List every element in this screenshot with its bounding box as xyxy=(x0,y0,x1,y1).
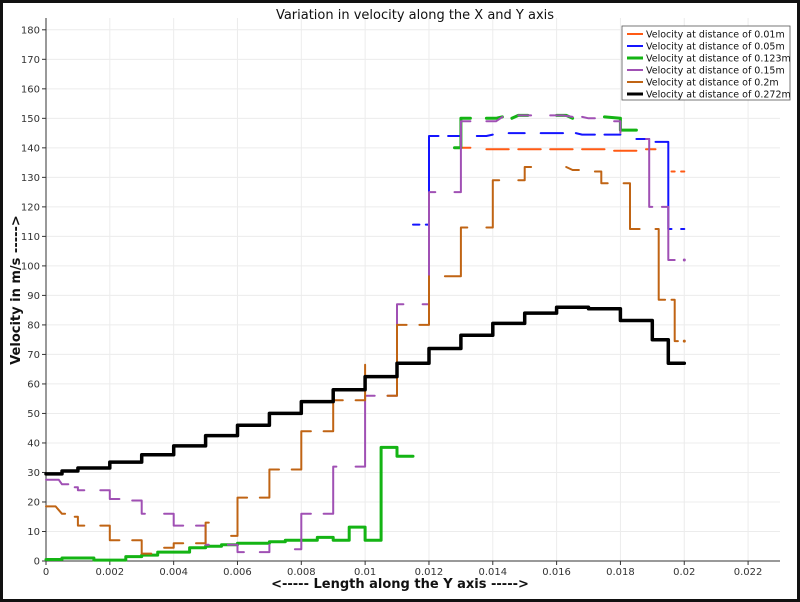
y-tick-label: 130 xyxy=(21,173,40,184)
series-line-segment xyxy=(226,543,245,554)
series-line-segment xyxy=(549,114,574,118)
series-line-segment xyxy=(44,445,415,562)
y-tick-label: 30 xyxy=(27,468,40,479)
legend-box xyxy=(621,25,791,101)
series-line-segment xyxy=(593,170,609,185)
x-tick-label: 0.018 xyxy=(606,567,635,578)
series-line-segment xyxy=(354,394,376,468)
y-tick-label: 150 xyxy=(21,114,40,125)
x-tick-label: 0.002 xyxy=(96,567,125,578)
series-2 xyxy=(44,113,638,562)
series-line-segment xyxy=(131,539,153,555)
series-line-segment xyxy=(195,521,210,545)
series-line-segment xyxy=(163,512,185,527)
series-line-segment xyxy=(475,133,494,137)
series-line-segment xyxy=(45,478,70,486)
series-line-segment xyxy=(654,228,667,301)
series-line-segment xyxy=(485,179,501,229)
x-tick-label: 0.004 xyxy=(159,567,188,578)
x-tick-label: 0.014 xyxy=(478,567,507,578)
series-line-segment xyxy=(622,182,641,230)
series-line-segment xyxy=(258,543,271,554)
series-line-segment xyxy=(293,512,312,551)
series-line-segment xyxy=(421,191,437,306)
y-tick-label: 160 xyxy=(21,84,40,95)
series-line-segment xyxy=(574,132,596,136)
legend-entry: Velocity at distance of 0.123m xyxy=(646,54,791,65)
series-line-segment xyxy=(163,542,185,549)
series-line-segment xyxy=(443,226,469,278)
x-tick-label: 0.02 xyxy=(673,567,695,578)
series-line-segment xyxy=(386,323,408,397)
series-line-segment xyxy=(453,120,472,194)
y-tick-label: 140 xyxy=(21,143,40,154)
series-line-segment xyxy=(645,138,654,208)
series-line-segment xyxy=(290,430,312,471)
legend-entry: Velocity at distance of 0.05m xyxy=(646,42,785,53)
series-line-segment xyxy=(654,140,673,230)
y-tick-label: 180 xyxy=(21,25,40,36)
series-line-segment xyxy=(322,465,338,515)
axes: 0 0.002 0.004 0.006 0.008 0.01 0.012 0.014 0.016… xyxy=(21,18,780,578)
y-tick-label: 170 xyxy=(21,55,40,66)
legend-entry: Velocity at distance of 0.2m xyxy=(646,78,779,89)
series-line-segment xyxy=(73,515,86,527)
x-tick-label: 0.008 xyxy=(287,567,316,578)
y-tick-label: 100 xyxy=(21,261,40,272)
series-line-segment xyxy=(73,486,86,492)
series-line-segment xyxy=(322,399,344,433)
series-line-segment xyxy=(453,116,472,150)
x-tick-label: 0 xyxy=(43,567,49,578)
series-line-segment xyxy=(99,524,121,542)
series-line-segment xyxy=(99,489,121,500)
series-3 xyxy=(45,114,686,554)
series-line-segment xyxy=(418,275,430,326)
series-line-segment xyxy=(44,305,687,476)
x-tick-label: 0.012 xyxy=(415,567,444,578)
y-tick-label: 70 xyxy=(27,350,40,361)
series-line-segment xyxy=(230,496,249,537)
series-line-segment xyxy=(565,166,580,171)
y-tick-label: 110 xyxy=(21,232,40,243)
x-tick-label: 0.01 xyxy=(354,567,376,578)
y-tick-label: 80 xyxy=(27,320,40,331)
series-group xyxy=(44,113,687,562)
series-line-segment xyxy=(131,499,146,515)
y-tick-label: 10 xyxy=(27,527,40,538)
series-line-segment xyxy=(424,135,440,226)
series-line-segment xyxy=(613,120,622,135)
series-line-segment xyxy=(258,468,280,499)
x-tick-label: 0.016 xyxy=(542,567,571,578)
series-line-segment xyxy=(660,205,676,261)
series-line-segment xyxy=(195,524,210,546)
y-tick-label: 50 xyxy=(27,409,40,420)
series-5 xyxy=(44,305,687,476)
y-tick-label: 60 xyxy=(27,379,40,390)
y-tick-label: 40 xyxy=(27,438,40,449)
series-4 xyxy=(45,166,686,555)
x-axis-label: <----- Length along the Y axis -----> xyxy=(271,577,529,592)
legend-entry: Velocity at distance of 0.15m xyxy=(646,66,785,77)
y-tick-label: 120 xyxy=(21,202,40,213)
legend-entry: Velocity at distance of 0.01m xyxy=(646,30,785,41)
y-tick-label: 0 xyxy=(34,557,40,568)
series-line-segment xyxy=(670,298,679,343)
x-tick-label: 0.006 xyxy=(223,567,252,578)
legend-entry: Velocity at distance of 0.272m xyxy=(646,90,791,101)
series-line-segment xyxy=(517,166,533,182)
series-0 xyxy=(453,146,686,173)
chart-title: Variation in velocity along the X and Y … xyxy=(276,8,554,23)
y-axis-label: Velocity in m/s -----> xyxy=(9,215,24,365)
series-1 xyxy=(412,132,686,230)
series-line-segment xyxy=(386,303,405,397)
series-line-segment xyxy=(581,115,596,120)
series-line-segment xyxy=(485,115,504,123)
series-line-segment xyxy=(45,505,67,515)
y-tick-label: 20 xyxy=(27,497,40,508)
x-tick-label: 0.022 xyxy=(734,567,763,578)
y-tick-label: 90 xyxy=(27,291,40,302)
